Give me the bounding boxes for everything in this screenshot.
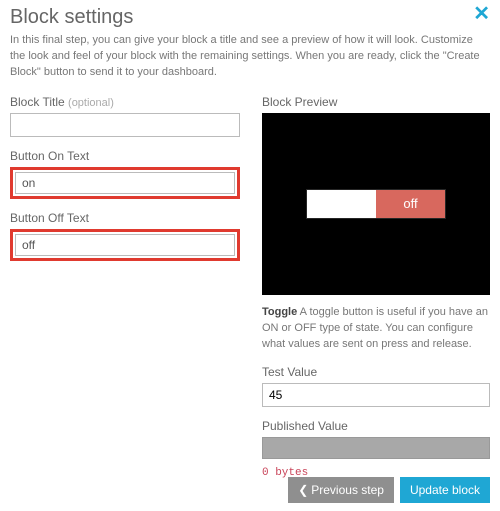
button-on-highlight [10, 167, 240, 199]
button-off-highlight [10, 229, 240, 261]
page-title: Block settings [10, 6, 490, 29]
button-on-input[interactable] [15, 172, 235, 194]
block-title-label-text: Block Title [10, 95, 65, 109]
preview-column: Block Preview off Toggle A toggle button… [262, 95, 490, 479]
block-title-label: Block Title (optional) [10, 95, 240, 109]
preview-label: Block Preview [262, 95, 490, 109]
previous-step-label: Previous step [311, 483, 384, 497]
test-value-field: Test Value [262, 365, 490, 407]
button-on-field: Button On Text [10, 149, 240, 199]
toggle-help-text: Toggle A toggle button is useful if you … [262, 305, 490, 353]
settings-column: Block Title (optional) Button On Text Bu… [10, 95, 240, 479]
button-off-label: Button Off Text [10, 211, 240, 225]
toggle-help-bold: Toggle [262, 306, 297, 318]
previous-step-button[interactable]: ❮ Previous step [288, 477, 394, 503]
toggle-on-side [307, 190, 376, 218]
update-block-button[interactable]: Update block [400, 477, 490, 503]
button-on-label: Button On Text [10, 149, 240, 163]
block-preview: off [262, 113, 490, 295]
button-off-input[interactable] [15, 234, 235, 256]
block-title-optional: (optional) [68, 97, 114, 109]
test-value-label: Test Value [262, 365, 490, 379]
block-title-field: Block Title (optional) [10, 95, 240, 137]
footer-buttons: ❮ Previous step Update block [288, 477, 490, 503]
page-description: In this final step, you can give your bl… [10, 33, 490, 81]
published-value-label: Published Value [262, 419, 490, 433]
toggle-button[interactable]: off [306, 189, 446, 219]
toggle-off-side: off [376, 190, 445, 218]
button-off-field: Button Off Text [10, 211, 240, 261]
block-title-input[interactable] [10, 113, 240, 137]
chevron-left-icon: ❮ [298, 484, 308, 496]
published-value-box [262, 437, 490, 459]
published-value-field: Published Value [262, 419, 490, 459]
update-block-label: Update block [410, 483, 480, 497]
close-icon[interactable]: ✕ [473, 4, 490, 24]
test-value-input[interactable] [262, 383, 490, 407]
